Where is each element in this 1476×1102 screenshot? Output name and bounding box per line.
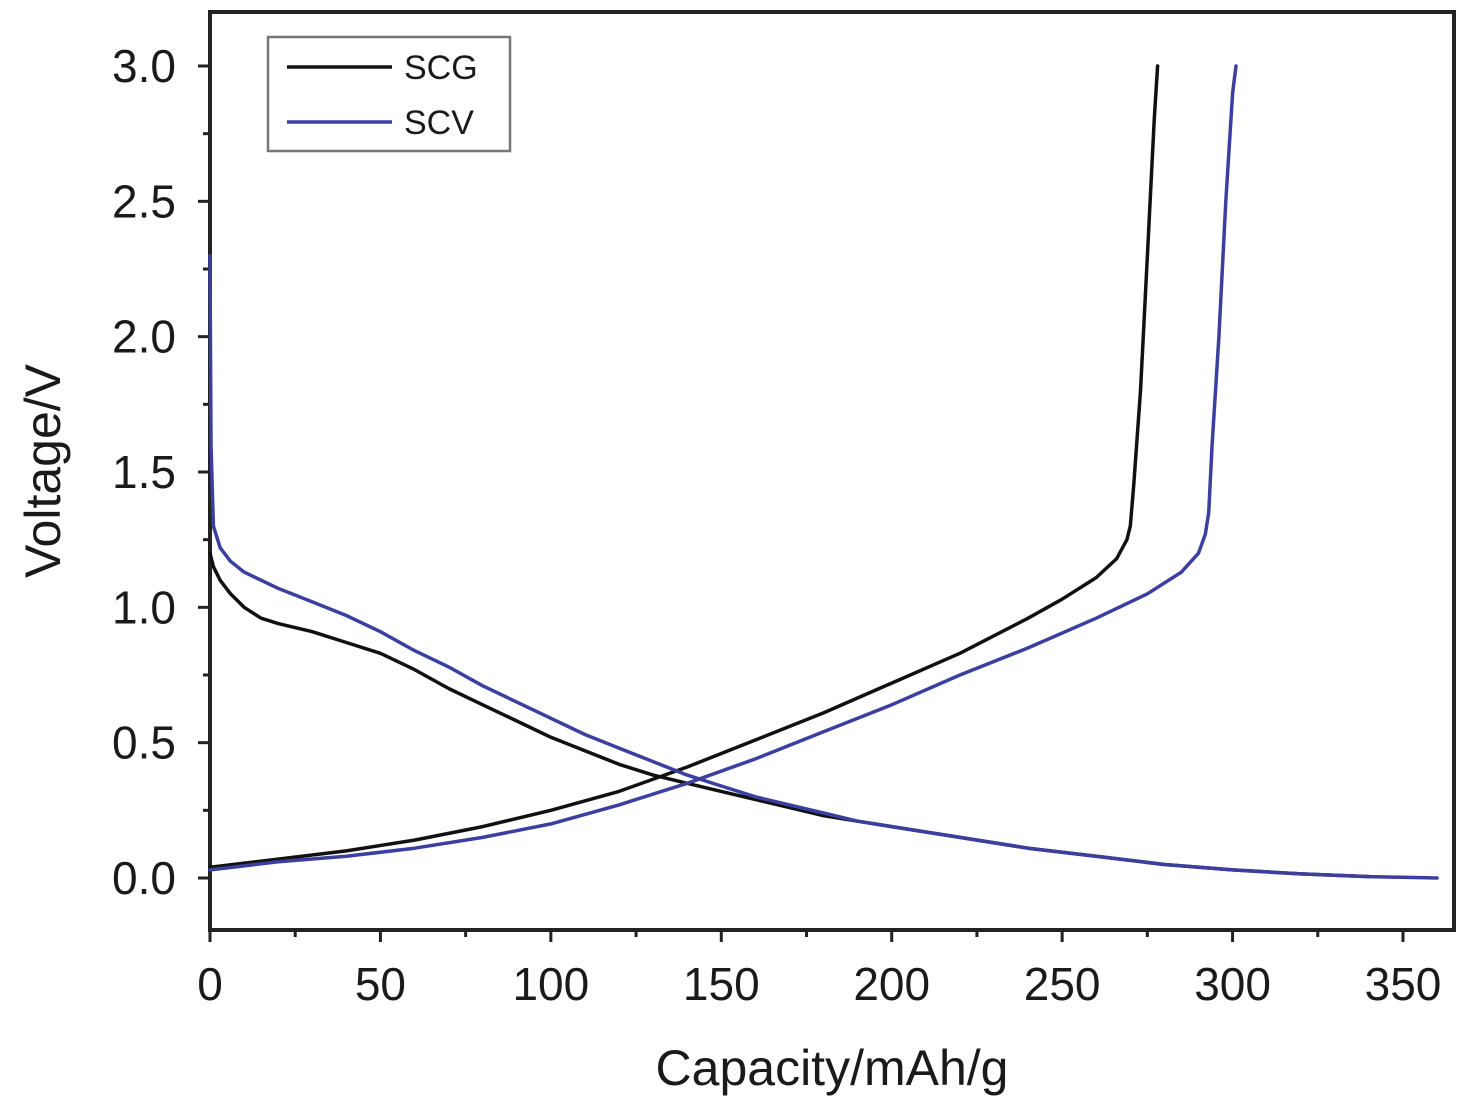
x-tick-label: 200 [853, 958, 930, 1010]
legend-label-scv: SCV [404, 104, 474, 142]
series-scv-discharge-line [208, 253, 1439, 880]
y-tick-label: 1.0 [112, 581, 176, 633]
x-tick-label: 150 [683, 958, 760, 1010]
x-tick-label: 350 [1365, 958, 1442, 1010]
y-axis-title: Voltage/V [15, 363, 71, 578]
y-tick-label: 0.0 [112, 852, 176, 904]
x-tick-label: 250 [1024, 958, 1101, 1010]
y-tick-label: 2.5 [112, 175, 176, 227]
x-tick-label: 0 [197, 958, 223, 1010]
axis-ticks [198, 64, 1405, 942]
x-tick-label: 100 [512, 958, 589, 1010]
series-layer [208, 64, 1439, 880]
series-scg-discharge-line [208, 551, 1371, 879]
series-scg-charge-line [208, 64, 1160, 869]
y-tick-label: 3.0 [112, 40, 176, 92]
axis-tick-labels: 0 50 100 150 200 250 300 350 0.0 0.5 1.0 1.5 2.0 2.5 3… [112, 40, 1441, 1010]
legend-label-scg: SCG [404, 49, 478, 87]
y-tick-label: 1.5 [112, 446, 176, 498]
legend-box [266, 35, 512, 153]
x-tick-label: 300 [1194, 958, 1271, 1010]
y-tick-label: 0.5 [112, 717, 176, 769]
series-scv-charge-line [208, 64, 1238, 872]
legend: SCG SCV [266, 35, 512, 153]
x-axis-title: Capacity/mAh/g [656, 1040, 1009, 1096]
y-tick-label: 2.0 [112, 311, 176, 363]
x-tick-label: 50 [355, 958, 406, 1010]
